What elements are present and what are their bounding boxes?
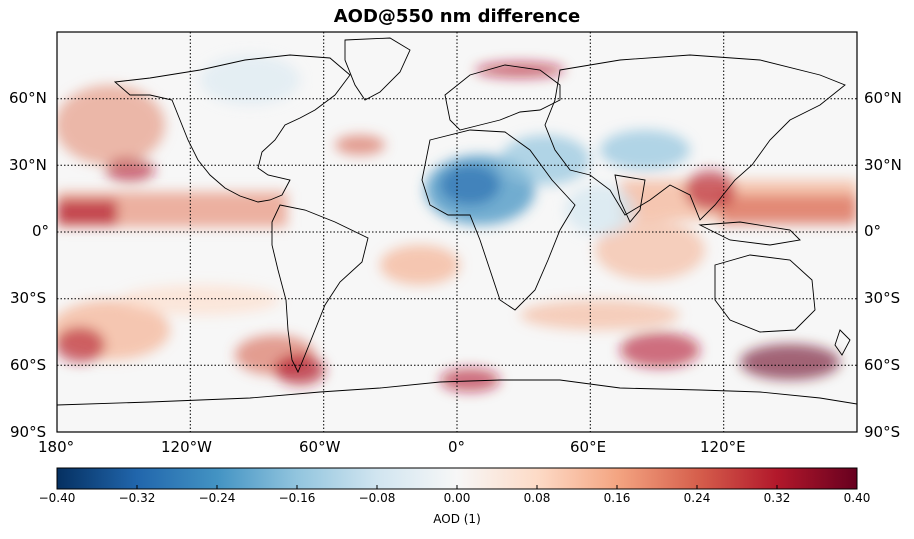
map-panel: [57, 32, 857, 432]
lon-tick-label: 60°E: [570, 438, 607, 456]
colorbar-tick-label: 0.16: [603, 491, 631, 505]
colorbar-tick-label: 0.32: [763, 491, 791, 505]
lat-tick-label-left: 0°: [32, 222, 50, 240]
lat-tick-label-left: 60°S: [10, 356, 47, 374]
colorbar-tick-label: −0.16: [278, 491, 316, 505]
gridlines: [57, 32, 857, 432]
lon-tick-label: 120°W: [161, 438, 212, 456]
colorbar-tick-label: 0.24: [683, 491, 711, 505]
map-title: AOD@550 nm difference: [333, 6, 581, 27]
map-frame: [56, 31, 858, 433]
lat-tick-label-right: 90°S: [864, 423, 901, 441]
colorbar-ticks: [56, 485, 858, 489]
lat-tick-label-left: 30°N: [9, 156, 47, 174]
lat-tick-label-right: 60°S: [864, 356, 901, 374]
colorbar-tick-label: −0.32: [118, 491, 156, 505]
colorbar-tick-label: −0.24: [198, 491, 236, 505]
lat-tick-label-left: 60°N: [9, 89, 47, 107]
lat-tick-label-left: 90°S: [10, 423, 47, 441]
lat-tick-label-right: 30°N: [864, 156, 902, 174]
lon-tick-label: 60°W: [299, 438, 341, 456]
colorbar-tick-label: 0.08: [523, 491, 551, 505]
colorbar-label: AOD (1): [433, 512, 481, 526]
lat-tick-label-right: 60°N: [864, 89, 902, 107]
colorbar-tick-label: 0.40: [843, 491, 871, 505]
aod-field: [57, 55, 857, 392]
lat-tick-label-right: 30°S: [864, 289, 901, 307]
lon-tick-label: 120°E: [700, 438, 746, 456]
lon-tick-label: 0°: [448, 438, 466, 456]
coastlines: [57, 37, 857, 406]
lat-tick-label-right: 0°: [864, 222, 882, 240]
colorbar-tick-label: 0.00: [443, 491, 471, 505]
colorbar-tick-label: −0.08: [358, 491, 396, 505]
lon-tick-label: 180°: [38, 438, 75, 456]
colorbar-tick-label: −0.40: [38, 491, 76, 505]
lat-tick-label-left: 30°S: [10, 289, 47, 307]
